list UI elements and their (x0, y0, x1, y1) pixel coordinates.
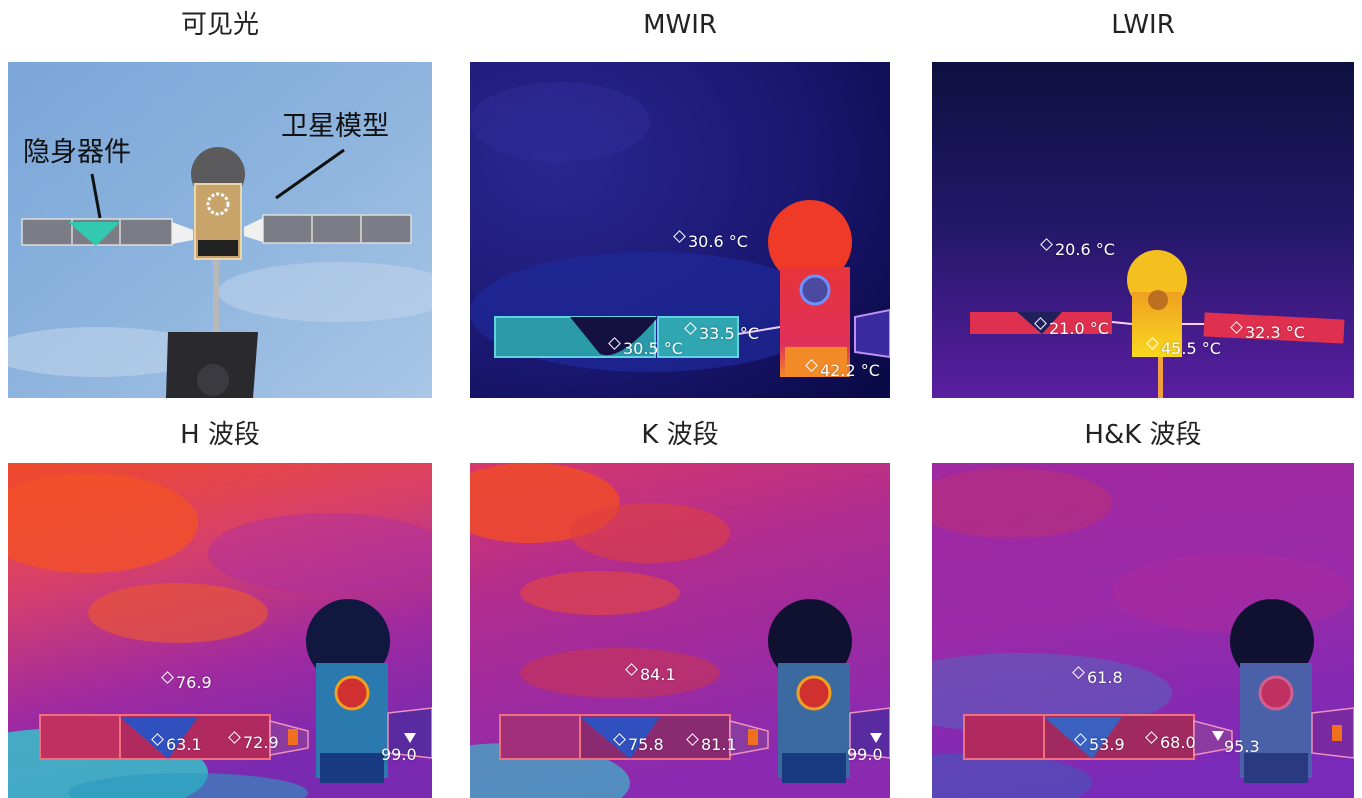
k-max-marker-icon (870, 733, 882, 743)
visible-scene (8, 62, 432, 398)
lwir-scene (932, 62, 1354, 398)
lwir-readout-4: 32.3 °C (1230, 321, 1305, 342)
mwir-scene (470, 62, 890, 398)
k-readout-4: 99.0 (847, 745, 883, 764)
k-readout-2: 75.8 (613, 733, 664, 754)
h-max-marker-icon (404, 733, 416, 743)
annotation-stealth-device: 隐身器件 (23, 137, 131, 168)
mwir-readout-2: 33.5 °C (684, 322, 759, 343)
hk-band-image: 61.8 53.9 68.0 95.3 (932, 463, 1354, 798)
title-lwir: LWIR (1111, 10, 1175, 40)
h-readout-2: 63.1 (151, 733, 202, 754)
hk-readout-3: 68.0 (1145, 731, 1196, 752)
title-hk-band: H&K 波段 (1084, 420, 1202, 450)
title-visible: 可见光 (180, 10, 259, 40)
mwir-readout-3: 30.5 °C (608, 337, 683, 358)
h-band-image: 76.9 63.1 72.9 99.0 (8, 463, 432, 798)
lwir-image: 20.6 °C 21.0 °C 45.5 °C 32.3 °C (932, 62, 1354, 398)
hk-max-marker-icon (1212, 731, 1224, 741)
hk-band-scene (932, 463, 1354, 798)
h-readout-1: 76.9 (161, 671, 212, 692)
mwir-image: 30.6 °C 33.5 °C 30.5 °C 42.2 °C (470, 62, 890, 398)
mwir-readout-1: 30.6 °C (673, 230, 748, 251)
lwir-readout-3: 45.5 °C (1146, 337, 1221, 358)
mwir-readout-4: 42.2 °C (805, 359, 880, 380)
hk-readout-1: 61.8 (1072, 666, 1123, 687)
visible-image: 隐身器件 卫星模型 (8, 62, 432, 398)
h-band-scene (8, 463, 432, 798)
k-readout-3: 81.1 (686, 733, 737, 754)
k-band-image: 84.1 75.8 81.1 99.0 (470, 463, 890, 798)
lwir-readout-2: 21.0 °C (1034, 317, 1109, 338)
k-readout-1: 84.1 (625, 663, 676, 684)
title-h-band: H 波段 (180, 420, 260, 450)
hk-readout-4: 95.3 (1224, 737, 1260, 756)
hk-readout-2: 53.9 (1074, 733, 1125, 754)
k-band-scene (470, 463, 890, 798)
title-k-band: K 波段 (641, 420, 719, 450)
annotation-satellite-model: 卫星模型 (281, 111, 389, 142)
h-readout-4: 99.0 (381, 745, 417, 764)
lwir-readout-1: 20.6 °C (1040, 238, 1115, 259)
title-mwir: MWIR (643, 10, 717, 40)
h-readout-3: 72.9 (228, 731, 279, 752)
